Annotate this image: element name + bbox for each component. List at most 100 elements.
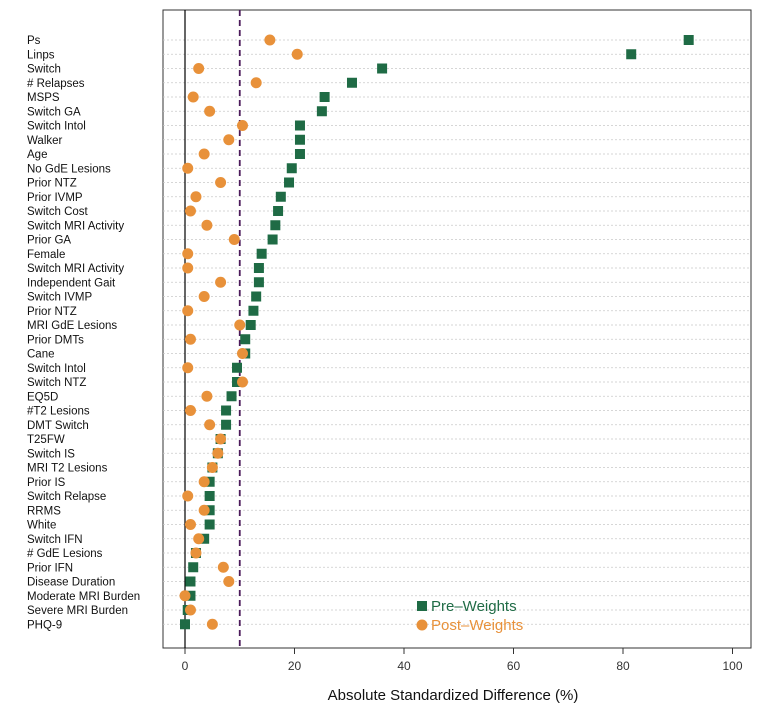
category-label: Prior IVMP <box>27 192 83 204</box>
pre-weights-point <box>185 576 196 587</box>
category-label: No GdE Lesions <box>27 163 111 175</box>
post-weights-point <box>201 219 213 231</box>
category-label: Switch Intol <box>27 121 86 133</box>
post-weights-point <box>250 77 262 89</box>
x-tick-label: 40 <box>397 659 411 673</box>
gridlines <box>163 39 751 625</box>
category-label: MSPS <box>27 92 60 104</box>
pre-weights-point <box>180 619 190 630</box>
category-label: # Relapses <box>27 78 85 90</box>
category-label: Prior IFN <box>27 562 73 574</box>
category-label: Disease Duration <box>27 577 115 589</box>
x-tick-label: 80 <box>616 659 630 673</box>
legend: Pre–Weights Post–Weights <box>416 598 523 634</box>
post-weights-point <box>184 604 196 616</box>
post-weights-point <box>184 333 196 345</box>
pre-weights-point <box>204 491 215 501</box>
category-label: Prior DMTs <box>27 334 84 346</box>
category-label: Prior IS <box>27 477 66 489</box>
post-weights-point <box>223 576 235 587</box>
category-label: Switch MRI Activity <box>27 263 124 275</box>
pre-weights-point <box>346 77 357 88</box>
post-weights-point <box>236 376 248 388</box>
category-label: Ps <box>27 35 41 47</box>
post-weights-point <box>204 105 216 117</box>
category-label: Walker <box>27 135 63 147</box>
plot-frame <box>162 9 752 649</box>
category-labels: Ps Linps Switch # Relapses MSPS Switch GA Swit… <box>27 35 140 631</box>
category-label: #T2 Lesions <box>27 406 90 418</box>
category-label: Switch IVMP <box>27 292 93 304</box>
category-label: Cane <box>27 349 55 361</box>
post-weights-point <box>212 447 224 459</box>
post-weights-point <box>193 533 205 545</box>
post-weights-point <box>206 618 218 630</box>
category-label: Switch Intol <box>27 363 86 375</box>
pre-weights-point <box>626 49 637 60</box>
post-weights-point <box>193 63 205 74</box>
post-weights-point <box>236 348 248 359</box>
pre-weights-point <box>240 334 251 345</box>
pre-weights-point <box>294 134 305 145</box>
category-label: # GdE Lesions <box>27 548 103 560</box>
post-weights-point <box>184 205 196 217</box>
category-label: Prior NTZ <box>27 178 77 190</box>
pre-weights-point <box>284 177 295 188</box>
pre-weights-point <box>253 263 264 273</box>
category-label: Independent Gait <box>27 277 116 289</box>
pre-weights-point <box>188 562 199 573</box>
pre-weights-point <box>221 419 232 430</box>
pre-weights-point <box>294 120 305 131</box>
post-weights-point <box>182 305 194 317</box>
post-weights-point <box>184 519 196 530</box>
pre-weights-point <box>286 163 297 174</box>
post-weights-point <box>264 34 276 46</box>
post-weights-point <box>215 276 227 288</box>
pre-weights-point <box>316 106 327 117</box>
pre-weights-point <box>683 35 694 45</box>
pre-weights-point <box>226 391 237 402</box>
post-weights-point <box>234 319 246 331</box>
category-label: Severe MRI Burden <box>27 605 128 617</box>
category-label: PHQ-9 <box>27 619 62 631</box>
post-weights-point <box>182 262 194 274</box>
pre-weights-point <box>267 234 278 245</box>
category-label: Switch <box>27 64 61 76</box>
pre-weights-point <box>204 519 215 530</box>
post-weights-point <box>198 504 210 516</box>
data-marks <box>179 34 694 630</box>
category-label: Switch IFN <box>27 534 83 546</box>
post-weights-point <box>179 590 191 602</box>
category-label: Switch IS <box>27 448 75 460</box>
x-tick-label: 0 <box>182 659 189 673</box>
post-weights-point <box>198 476 210 488</box>
category-label: Age <box>27 149 47 161</box>
category-label: White <box>27 520 56 532</box>
category-label: Switch NTZ <box>27 377 86 389</box>
category-label: MRI GdE Lesions <box>27 320 117 332</box>
post-weights-point <box>215 433 227 445</box>
x-tick-label: 100 <box>722 659 742 673</box>
category-label: Switch MRI Activity <box>27 220 124 232</box>
post-weights-point <box>182 162 194 174</box>
category-label: Switch Relapse <box>27 491 106 503</box>
x-axis-label: Absolute Standardized Difference (%) <box>328 687 579 704</box>
reference-lines <box>184 10 241 648</box>
pre-weights-point <box>248 305 259 316</box>
pre-weights-point <box>251 291 262 302</box>
post-weights-point <box>204 419 216 431</box>
post-weights-point <box>182 490 194 502</box>
post-weights-point <box>215 177 227 188</box>
pre-weights-point <box>270 220 281 231</box>
post-weights-point <box>236 120 248 131</box>
post-weights-point <box>182 362 194 374</box>
post-weights-point <box>182 248 194 260</box>
legend-label-pre: Pre–Weights <box>431 598 517 615</box>
pre-weights-point <box>256 248 267 259</box>
post-weights-point <box>217 561 229 573</box>
category-label: MRI T2 Lesions <box>27 463 108 475</box>
legend-marker-post <box>416 619 428 631</box>
legend-marker-pre <box>417 601 427 611</box>
category-label: Prior NTZ <box>27 306 77 318</box>
